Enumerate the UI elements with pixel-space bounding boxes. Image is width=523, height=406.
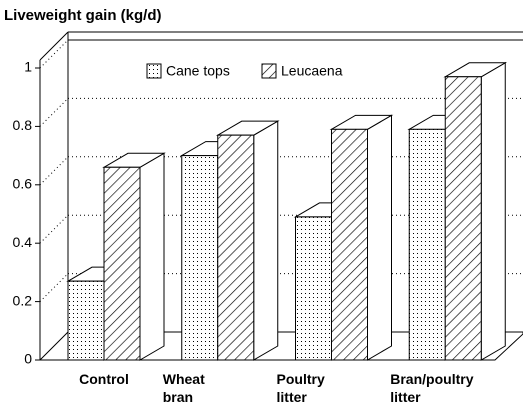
bar bbox=[217, 134, 255, 361]
x-tick-label: Wheat bran bbox=[163, 370, 273, 406]
top-left-edge bbox=[39, 31, 69, 61]
y-tick-label: 0.2 bbox=[13, 292, 33, 308]
legend-swatch bbox=[261, 63, 277, 79]
grid-line bbox=[39, 39, 69, 69]
legend-label: Leucaena bbox=[281, 63, 343, 79]
grid-line bbox=[39, 214, 69, 244]
bar-side bbox=[367, 114, 392, 361]
x-tick-text: Control bbox=[79, 371, 129, 387]
bar-side bbox=[253, 120, 279, 361]
legend-label: Cane tops bbox=[166, 63, 230, 79]
bar bbox=[408, 128, 446, 361]
x-tick-text: Bran/poultry litter bbox=[390, 371, 474, 405]
x-tick-label: Control bbox=[49, 370, 159, 388]
legend-swatch bbox=[146, 63, 162, 79]
bar bbox=[103, 166, 141, 361]
chart-title: Liveweight gain (kg/d) bbox=[4, 7, 162, 24]
y-tick-label: 0 bbox=[24, 351, 32, 367]
grid-line bbox=[39, 98, 69, 127]
grid-line bbox=[39, 273, 69, 302]
x-tick-label: Poultry litter bbox=[277, 370, 387, 406]
bar-side bbox=[480, 61, 506, 361]
bar-side bbox=[139, 152, 165, 361]
bar bbox=[331, 128, 368, 361]
bar bbox=[444, 76, 482, 361]
y-tick-label: 1 bbox=[24, 59, 32, 75]
bar bbox=[67, 280, 105, 361]
x-tick-text: Poultry litter bbox=[276, 371, 325, 405]
grid-line bbox=[39, 156, 69, 186]
x-tick-text: Wheat bran bbox=[162, 371, 205, 405]
left-wall bbox=[40, 32, 68, 360]
x-tick-label: Bran/poultry litter bbox=[390, 370, 500, 406]
y-tick-label: 0.4 bbox=[13, 234, 33, 250]
y-tick-label: 0.8 bbox=[13, 117, 33, 133]
bar bbox=[181, 155, 219, 361]
bar bbox=[295, 216, 332, 361]
y-tick-label: 0.6 bbox=[13, 176, 33, 192]
